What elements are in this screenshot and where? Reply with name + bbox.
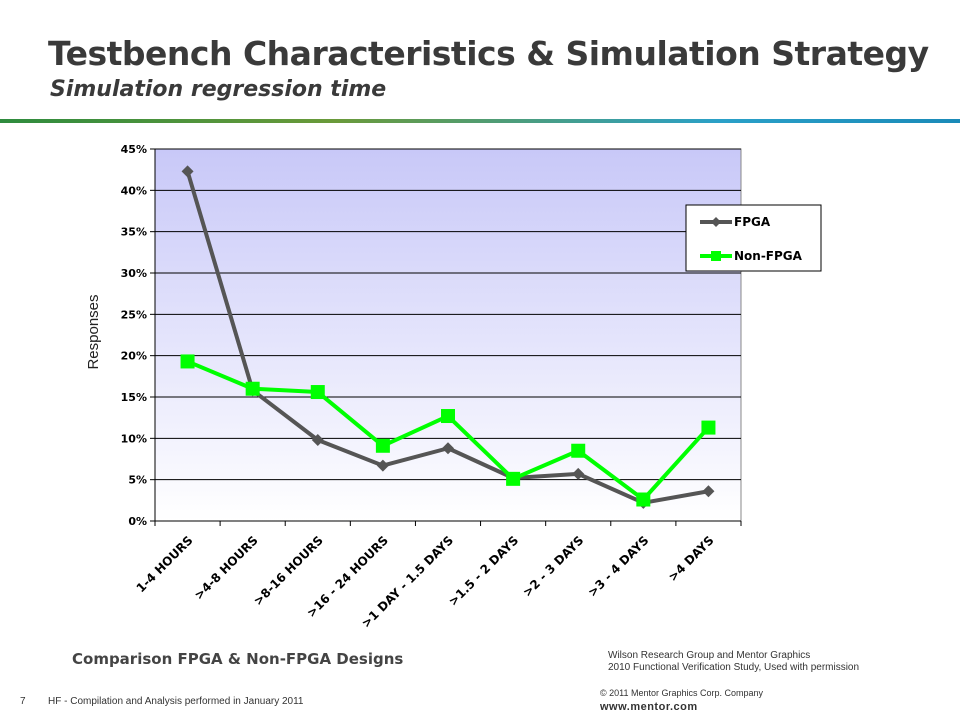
data-point <box>311 433 324 446</box>
source-note: Wilson Research Group and Mentor Graphic… <box>608 650 859 674</box>
x-tick-label: >3 - 4 DAYS <box>585 533 651 599</box>
data-point <box>310 385 325 400</box>
data-point <box>636 492 651 507</box>
source-line-2: 2010 Functional Verification Study, Used… <box>608 662 860 673</box>
y-tick-label: 0% <box>128 515 147 528</box>
source-line-1: Wilson Research Group and Mentor Graphic… <box>608 650 811 661</box>
y-axis-label: Responses <box>85 294 102 369</box>
series-non-fpga <box>180 354 716 507</box>
data-point <box>441 409 455 424</box>
y-tick-label: 5% <box>128 474 147 487</box>
line-chart: 0%5%10%15%20%25%30%35%40%45% 1-4 HOURS>4… <box>85 143 822 631</box>
y-tick-label: 25% <box>121 308 147 321</box>
data-point <box>506 471 521 486</box>
legend-label: FPGA <box>734 215 771 229</box>
y-tick-label: 45% <box>121 143 147 156</box>
y-tick-label: 15% <box>121 391 147 404</box>
data-point <box>375 438 390 453</box>
title-divider <box>0 119 960 123</box>
y-tick-label: 30% <box>121 267 147 280</box>
data-point <box>571 443 586 458</box>
y-tick-label: 35% <box>121 226 147 239</box>
website-link[interactable]: www.mentor.com <box>600 701 698 713</box>
slide-subtitle: Simulation regression time <box>50 77 387 102</box>
legend-label: Non-FPGA <box>734 249 803 263</box>
y-tick-label: 10% <box>121 432 147 445</box>
data-point <box>442 442 454 455</box>
y-tick-label: 40% <box>121 184 147 197</box>
legend-box <box>685 204 822 272</box>
data-point <box>702 485 715 498</box>
footnote: HF - Compilation and Analysis performed … <box>48 696 304 707</box>
data-point <box>180 354 195 369</box>
slide-number: 7 <box>20 696 26 707</box>
x-tick-label: 1-4 HOURS <box>134 533 196 595</box>
y-tick-label: 20% <box>121 350 147 363</box>
x-tick-label: >4 DAYS <box>666 533 717 584</box>
data-point <box>376 459 389 472</box>
plot-area <box>154 148 742 522</box>
x-tick-label: >2 - 3 DAYS <box>520 533 586 599</box>
data-point <box>181 165 194 178</box>
legend-marker <box>711 251 721 261</box>
legend-marker <box>711 217 721 227</box>
slide-title: Testbench Characteristics & Simulation S… <box>48 34 929 73</box>
data-point <box>701 420 716 435</box>
x-tick-label: >8-16 HOURS <box>251 533 326 608</box>
data-point <box>245 381 260 396</box>
chart-caption: Comparison FPGA & Non-FPGA Designs <box>72 650 404 668</box>
data-point <box>572 467 585 480</box>
x-tick-label: >4-8 HOURS <box>192 533 261 602</box>
x-tick-label: >1.5 - 2 DAYS <box>446 533 521 608</box>
copyright: © 2011 Mentor Graphics Corp. Company <box>600 688 764 698</box>
